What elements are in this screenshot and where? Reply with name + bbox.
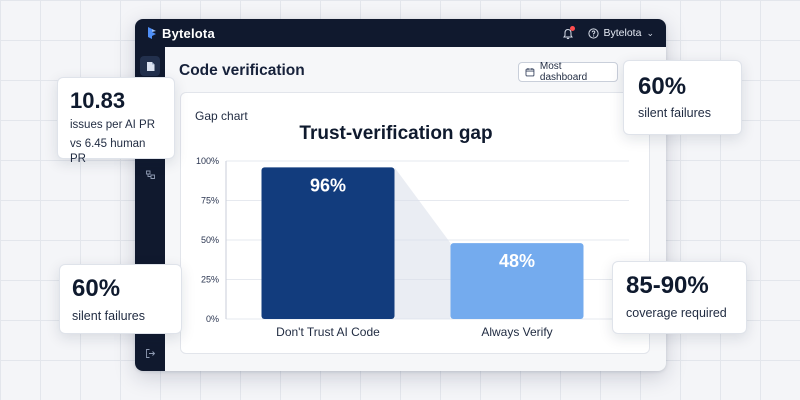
stat-value: 85-90% (626, 272, 709, 299)
sidebar-item-logout[interactable] (140, 343, 160, 363)
user-menu[interactable]: Bytelota ⌄ (587, 27, 654, 39)
page-title: Code verification (179, 62, 305, 79)
notification-dot (569, 26, 575, 31)
x-tick-label: Don't Trust AI Code (276, 325, 380, 339)
y-tick-label: 75% (201, 196, 219, 206)
y-tick-label: 25% (201, 275, 219, 285)
stat-comparison: vs 6.45 human PR (70, 138, 146, 165)
stat-label: issues per AI PR (70, 119, 156, 131)
stat-value: 60% (638, 73, 687, 100)
x-tick-label: Always Verify (481, 325, 552, 339)
stat-card-silent-failures-top: 60% silent failures (623, 60, 742, 135)
top-bar: Bytelota Bytelota ⌄ (135, 19, 666, 47)
dashboard-select[interactable]: Most dashboard (518, 61, 618, 83)
stat-card-silent-failures-bottom: 60% silent failures (59, 264, 182, 334)
question-circle-icon (587, 27, 599, 39)
bell-icon[interactable] (562, 26, 575, 40)
y-tick-label: 100% (196, 156, 219, 166)
chevron-down-icon: ⌄ (646, 27, 654, 38)
files-icon (145, 170, 155, 179)
bytelota-logo-icon (147, 26, 157, 40)
dashboard-select-value: Most dashboard (539, 61, 588, 83)
main-content: Code verification Most dashboard Gap cha… (165, 47, 666, 371)
stat-value: 10.83 (70, 88, 126, 113)
stat-label: coverage required (626, 306, 727, 320)
bar-value-label: 96% (310, 175, 346, 195)
bar-value-label: 48% (499, 251, 535, 271)
sidebar-item-documents[interactable] (140, 56, 160, 76)
stat-label: silent failures (638, 106, 711, 120)
stat-card-issues: 10.83 issues per AI PR vs 6.45 human PR (57, 77, 175, 165)
gap-connector (394, 167, 451, 319)
stat-value: 60% (72, 275, 121, 302)
calendar-icon (525, 68, 535, 77)
brand[interactable]: Bytelota (147, 26, 215, 41)
app-window: Bytelota Bytelota ⌄ Code (135, 19, 666, 371)
y-tick-label: 0% (206, 314, 219, 324)
document-icon (146, 61, 154, 71)
bar-chart: Trust-verification gap 0% 25% 50% 75% 100% 96%… (196, 123, 629, 339)
sidebar-item-files[interactable] (140, 164, 160, 184)
brand-name: Bytelota (162, 25, 215, 41)
stat-label: silent failures (72, 309, 145, 323)
stat-card-coverage: 85-90% coverage required (612, 261, 747, 334)
gap-chart-card: Gap chart Trust-verification gap 0% 25% 50%… (180, 92, 650, 354)
card-label: Gap chart (195, 109, 248, 123)
user-name: Bytelota (603, 27, 642, 39)
y-tick-label: 50% (201, 235, 219, 245)
logout-icon (145, 348, 155, 358)
bar (261, 167, 395, 319)
chart-title: Trust-verification gap (299, 123, 492, 144)
bar (450, 243, 584, 319)
